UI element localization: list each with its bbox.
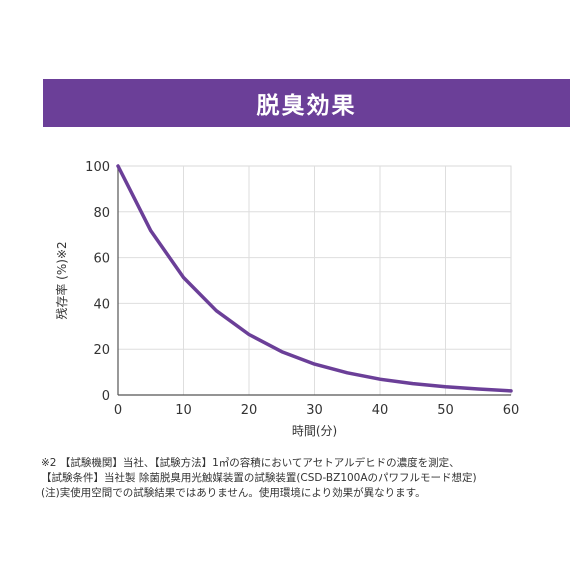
y-tick-label: 80 — [93, 206, 110, 221]
x-tick-label: 60 — [503, 403, 520, 418]
x-axis-label: 時間(分) — [292, 424, 337, 438]
x-tick-label: 20 — [241, 403, 258, 418]
x-tick-label: 30 — [306, 403, 323, 418]
title-banner: 脱臭効果 — [43, 79, 570, 127]
x-tick-label: 0 — [114, 403, 122, 418]
x-tick-label: 10 — [175, 403, 192, 418]
x-tick-label: 40 — [372, 403, 389, 418]
y-tick-label: 0 — [102, 389, 110, 404]
footnote-line: ※2 【試験機関】当社、【試験方法】1㎥の容積においてアセトアルデヒドの濃度を測… — [41, 457, 460, 469]
y-axis-label: 残存率 (%)※2 — [54, 241, 69, 319]
y-tick-label: 20 — [93, 343, 110, 358]
series-line — [116, 164, 513, 393]
y-tick-label: 100 — [85, 160, 110, 175]
banner-title: 脱臭効果 — [256, 93, 357, 119]
footnote-line: (注)実使用空間での試験結果ではありません。使用環境により効果が異なります。 — [41, 487, 426, 499]
x-tick-label: 50 — [437, 403, 454, 418]
footnote-line: 【試験条件】当社製 除菌脱臭用光触媒装置の試験装置(CSD-BZ100Aのパワフ… — [41, 472, 477, 484]
footnotes: ※2 【試験機関】当社、【試験方法】1㎥の容積においてアセトアルデヒドの濃度を測… — [41, 456, 571, 501]
y-tick-label: 60 — [93, 252, 110, 267]
y-tick-label: 40 — [93, 297, 110, 312]
